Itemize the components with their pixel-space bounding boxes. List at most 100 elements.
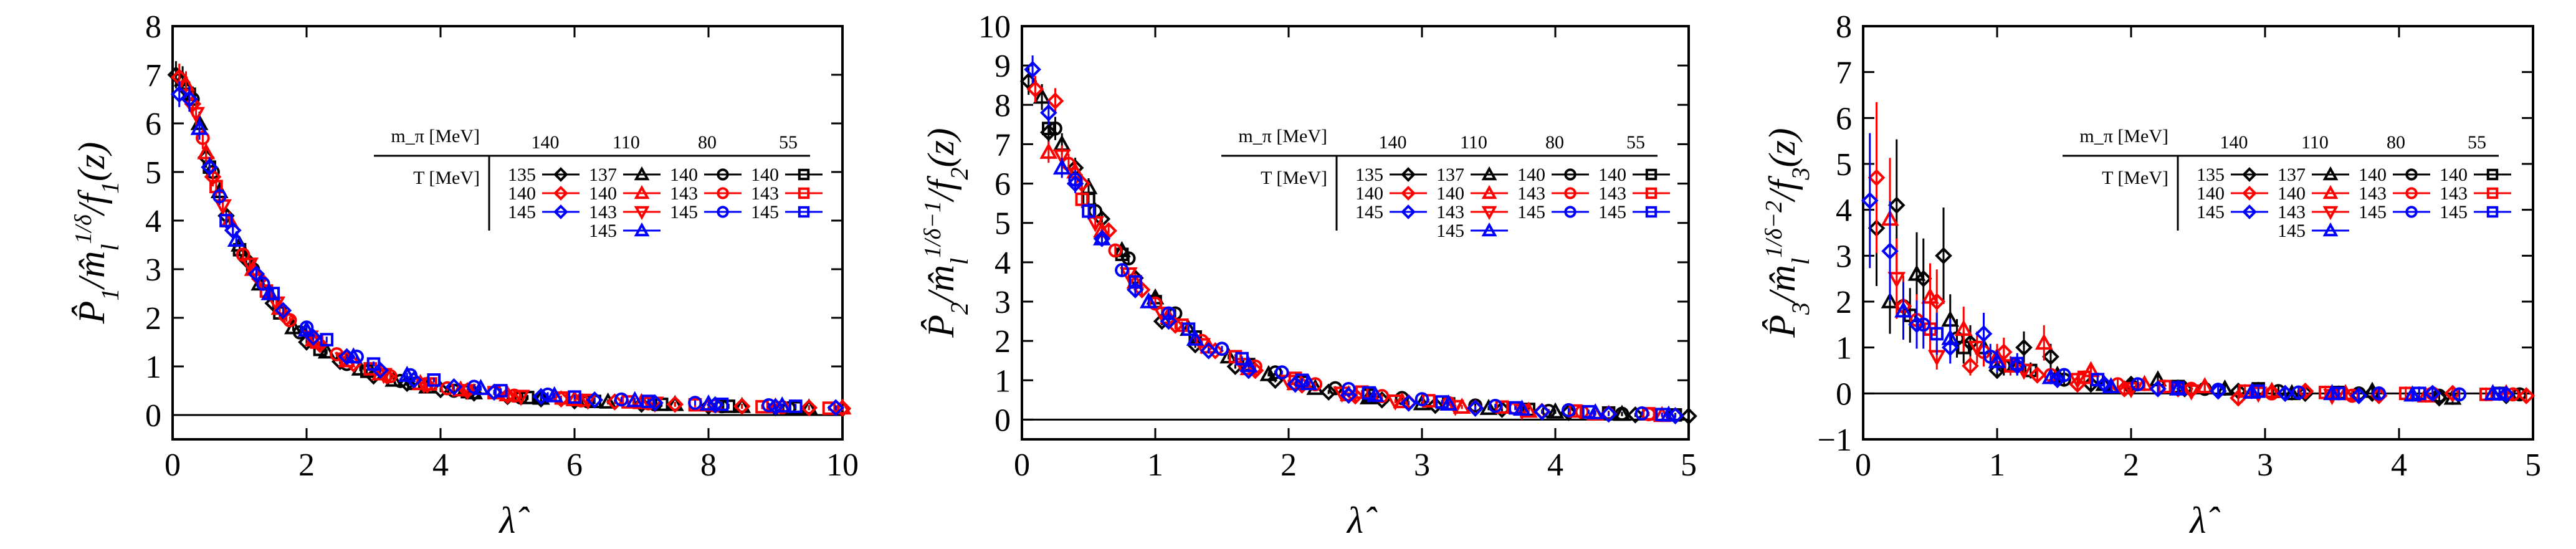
legend-T-value: 140 [508, 183, 536, 204]
data-point [2028, 366, 2046, 384]
data-point [761, 398, 776, 413]
data-point [403, 368, 417, 383]
legend-marker [553, 167, 568, 182]
data-point [1024, 60, 1041, 79]
data-point [1495, 400, 1509, 414]
data-point [241, 257, 259, 274]
data-point [1093, 229, 1111, 246]
legend-marker [717, 168, 729, 181]
data-point [2042, 348, 2059, 366]
data-point [227, 231, 246, 247]
data-point [494, 384, 508, 398]
data-point [320, 333, 334, 346]
data-point [1068, 172, 1082, 187]
data-point [1560, 404, 1578, 421]
legend-marker [717, 206, 729, 218]
data-point [565, 389, 584, 406]
legend-marker [1481, 206, 1497, 221]
data-point [1881, 292, 1899, 308]
data-point [1366, 386, 1385, 403]
data-point [2430, 389, 2448, 407]
data-point [1928, 293, 1946, 310]
x-tick-label: 2 [1281, 447, 1297, 483]
legend-T-value: 135 [508, 165, 536, 185]
data-point [2195, 377, 2214, 394]
x-tick-label: 3 [2257, 447, 2273, 483]
data-point [1626, 406, 1644, 424]
legend: m_π [MeV]T [MeV]140135140145110137140143… [1221, 126, 1670, 241]
data-point [512, 389, 530, 406]
legend-marker [2486, 206, 2499, 218]
data-point [1894, 301, 1912, 318]
data-point [282, 313, 297, 328]
y-tick-label: 6 [995, 167, 1011, 203]
legend-marker [1564, 187, 1577, 199]
data-point [833, 398, 852, 415]
data-point [834, 399, 851, 417]
panel-1: 0 2 4 6 8 10 0 1 2 3 4 5 6 7 8 λ̂ P̂1/m̂l1/δ/f1(z) m_π [M… [70, 9, 859, 541]
x-tick-label: 10 [826, 447, 859, 483]
data-point [197, 143, 216, 160]
legend-T-value: 137 [589, 165, 617, 185]
data-point [1907, 264, 1926, 281]
legend-mpi-value: 110 [1460, 132, 1487, 153]
legend-marker [2242, 186, 2257, 201]
data-point [1115, 263, 1129, 277]
legend-T-label: T [MeV] [2102, 168, 2168, 188]
data-point [236, 247, 250, 262]
data-point [1073, 174, 1091, 193]
data-point [2010, 356, 2025, 371]
data-point [1286, 375, 1304, 393]
data-point [2171, 381, 2185, 395]
data-point [1868, 169, 1886, 186]
data-point [1914, 270, 1932, 287]
legend-marker [2405, 168, 2418, 181]
legend-T-value: 140 [670, 165, 698, 185]
data-point [1930, 327, 1944, 341]
legend-T-value: 140 [751, 165, 779, 185]
data-point [666, 396, 684, 413]
data-point [507, 388, 522, 403]
legend-marker [1481, 184, 1497, 199]
y-tick-label: −1 [1818, 422, 1852, 458]
data-point [614, 392, 629, 407]
data-point [1139, 292, 1158, 308]
data-point [170, 85, 188, 103]
data-point [1160, 312, 1178, 330]
legend-mpi-value: 140 [2220, 132, 2248, 153]
legend-T-value: 145 [1436, 221, 1464, 241]
x-axis-title: λ̂ [499, 500, 530, 541]
x-axis-title: λ̂ [1346, 500, 1378, 541]
legend-T-value: 145 [2197, 202, 2225, 222]
data-point [1466, 399, 1484, 417]
legend-marker [634, 166, 650, 181]
data-point [2332, 386, 2346, 401]
data-point [1983, 350, 1998, 364]
data-point [788, 399, 803, 413]
y-tick-label: 7 [1836, 55, 1852, 91]
data-point [499, 386, 517, 404]
legend-T-value: 135 [2197, 165, 2225, 185]
data-point [1908, 316, 1925, 333]
y-tick-label: 1 [995, 363, 1011, 399]
legend-marker [2322, 222, 2339, 237]
legend-marker [2405, 206, 2418, 218]
data-point [827, 399, 845, 417]
data-point [2296, 384, 2314, 403]
y-tick-label: 3 [995, 285, 1011, 320]
legend-T-label: T [MeV] [1261, 168, 1327, 188]
legend-marker [634, 222, 650, 237]
y-tick-label: 1 [145, 350, 161, 385]
data-point [2057, 368, 2071, 383]
data-point [366, 357, 381, 371]
data-point [1562, 403, 1576, 418]
data-point [299, 320, 314, 335]
legend-T-value: 145 [1517, 202, 1545, 222]
legend-T-value: 135 [1355, 165, 1383, 185]
data-point [1680, 407, 1697, 425]
data-points [1861, 102, 2535, 407]
data-point [2116, 380, 2134, 398]
legend-marker [1645, 187, 1658, 199]
